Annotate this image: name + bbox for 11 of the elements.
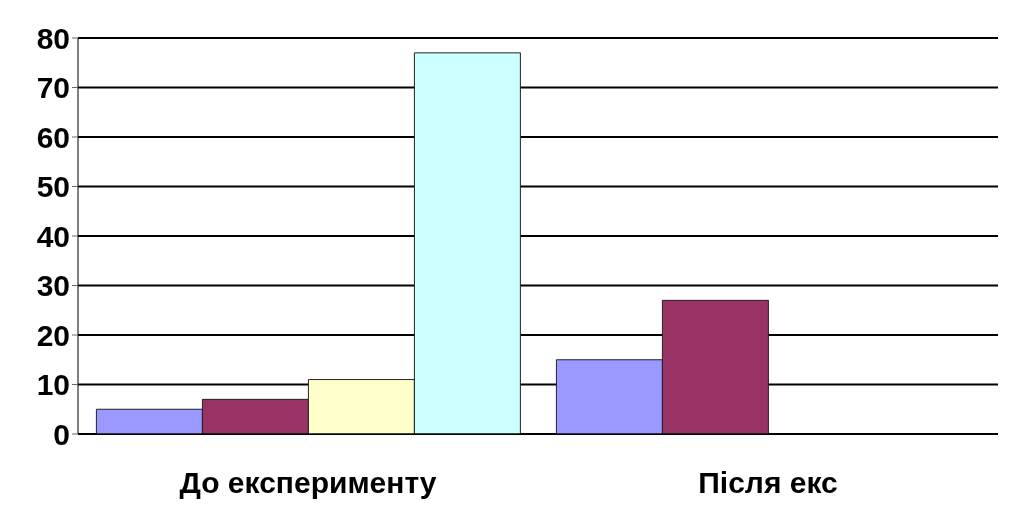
y-tick-label: 80 <box>36 21 70 55</box>
y-tick-label: 20 <box>36 318 70 352</box>
y-tick-label: 60 <box>36 120 70 154</box>
x-tick-label: Після екс <box>698 466 838 500</box>
y-tick-label: 10 <box>36 368 70 402</box>
y-tick-label: 40 <box>36 219 70 253</box>
y-tick-label: 30 <box>36 269 70 303</box>
y-tick-label: 0 <box>53 417 70 451</box>
y-tick-label: 70 <box>36 71 70 105</box>
x-tick-label: До експерименту <box>179 466 437 500</box>
y-tick-label: 50 <box>36 170 70 204</box>
